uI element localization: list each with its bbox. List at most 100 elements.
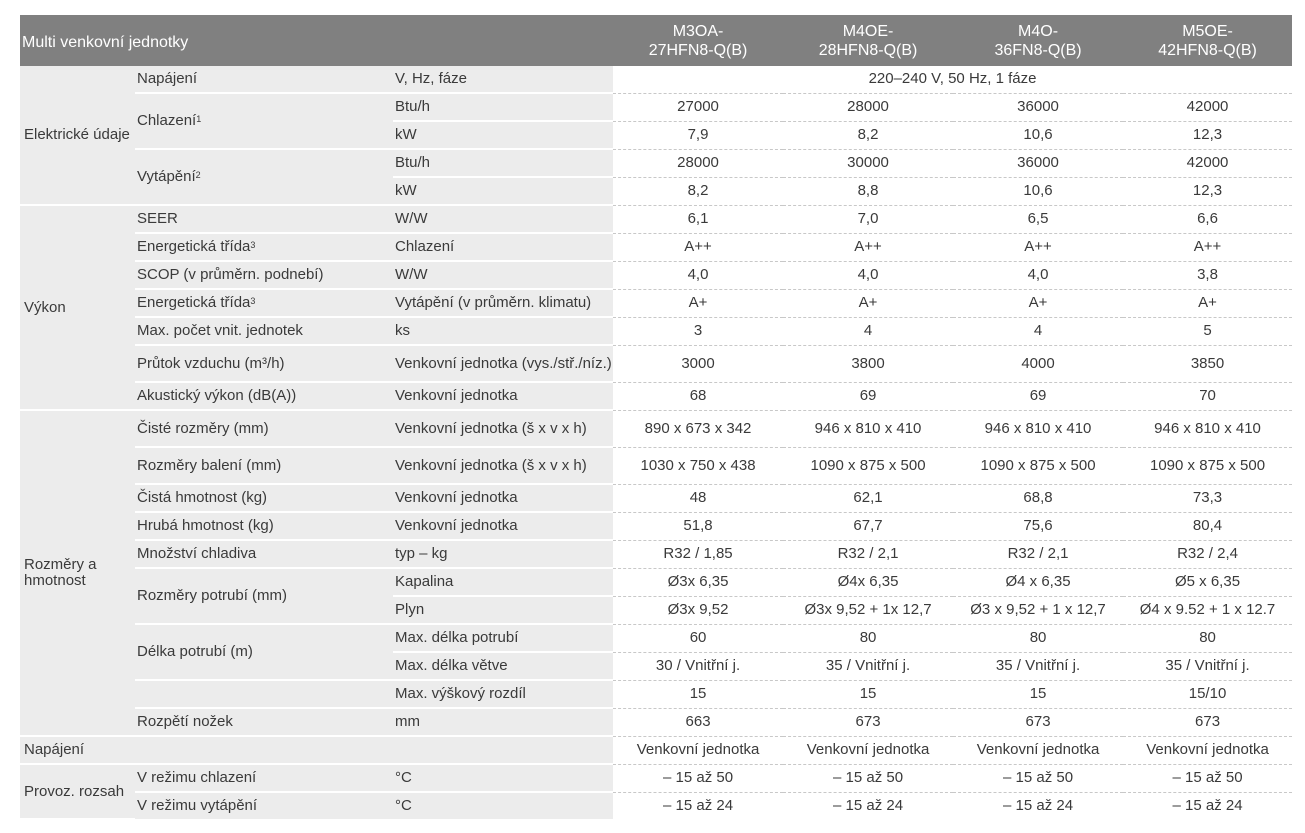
value-cell: 15 <box>953 680 1124 709</box>
value-cell: 27000 <box>613 93 784 122</box>
row-unit: Venkovní jednotka (š x v x h) <box>393 447 614 485</box>
value-cell: 68 <box>613 382 784 411</box>
row-label-text: Množství chladiva <box>137 545 257 562</box>
table-row: Akustický výkon (dB(A)) Venkovní jednotka… <box>20 382 1293 411</box>
value-cell: – 15 až 50 <box>783 764 954 793</box>
row-label: Vytápění2 <box>135 149 393 206</box>
value-cell: 8,2 <box>613 177 784 206</box>
value-cell: 28000 <box>613 149 784 178</box>
table-row: Elektrické údaje Napájení V, Hz, fáze 220–2… <box>20 66 1293 206</box>
row-unit: W/W <box>393 205 614 234</box>
model-line1: M5OE- <box>1182 22 1233 40</box>
header-row: Multi venkovní jednotky M3OA- 27HFN8-Q(B)… <box>20 15 1293 66</box>
table-row: kW 7,9 8,2 10,6 12,3 <box>20 121 1293 150</box>
row-label: Délka potrubí (m) <box>135 624 393 681</box>
model-line2: 28HFN8-Q(B) <box>818 41 918 59</box>
table-row: Rozměry potrubí (mm) Kapalina Ø3x 6,35 Ø4x … <box>20 568 1293 625</box>
value-cell: R32 / 2,1 <box>783 540 954 569</box>
table-row: Max. výškový rozdíl 15 15 15 15/10 <box>20 680 1293 709</box>
value-cell: 12,3 <box>1123 121 1293 150</box>
table-row: Max. délka větve 30 / Vnitřní j. 35 / Vnit… <box>20 652 1293 681</box>
row-label: Rozpětí nožek <box>135 708 393 737</box>
row-unit: V, Hz, fáze <box>393 66 614 94</box>
value-cell: 1090 x 875 x 500 <box>1123 447 1293 485</box>
row-unit: °C <box>393 764 614 793</box>
value-cell: 4000 <box>953 345 1124 383</box>
value-cell: 51,8 <box>613 512 784 541</box>
model-line2: 36FN8-Q(B) <box>994 41 1082 59</box>
value-cell: 75,6 <box>953 512 1124 541</box>
value-cell: A+ <box>783 289 954 318</box>
value-cell: 35 / Vnitřní j. <box>1123 652 1293 681</box>
row-label <box>135 680 393 709</box>
row-label: SEER <box>135 205 393 234</box>
table-row: V režimu vytápění °C – 15 až 24 – 15 až 24 –… <box>20 792 1292 819</box>
value-cell: 5 <box>1123 317 1293 346</box>
group-label: Elektrické údaje <box>20 66 135 206</box>
value-cell: – 15 až 50 <box>1123 764 1293 793</box>
table-row: Délka potrubí (m) Max. délka potrubí 60 80 8… <box>20 624 1293 681</box>
row-label: Energetická třída3 <box>135 233 393 262</box>
value-cell: 30 / Vnitřní j. <box>613 652 784 681</box>
table-row: Max. počet vnit. jednotek ks 3 4 4 5 <box>20 317 1293 346</box>
row-label: Množství chladiva <box>135 540 393 569</box>
value-cell: 4,0 <box>783 261 954 290</box>
value-cell: – 15 až 24 <box>1172 796 1243 814</box>
row-unit: Venkovní jednotka (š x v x h) <box>393 410 614 448</box>
value-cell: 69 <box>783 382 954 411</box>
value-cell: 3,8 <box>1123 261 1293 290</box>
value-cell: 1090 x 875 x 500 <box>953 447 1124 485</box>
row-unit: Venkovní jednotka <box>393 484 614 513</box>
row-label-text: Čistá hmotnost (kg) <box>137 489 268 506</box>
row-unit <box>393 736 614 765</box>
row-label-text: Rozměry balení (mm) <box>137 456 282 474</box>
row-label: V režimu chlazení <box>135 764 393 793</box>
value-cell: 6,5 <box>953 205 1124 234</box>
group-label: Výkon <box>20 205 135 411</box>
row-label: Průtok vzduchu (m³/h) <box>135 345 393 383</box>
row-label-text: Rozměry potrubí (mm) <box>137 587 288 604</box>
table-row: Rozměry a hmotnost Čisté rozměry (mm) Venk… <box>20 410 1293 737</box>
value-cell: 4,0 <box>613 261 784 290</box>
row-unit: mm <box>393 708 614 737</box>
value-cell: 10,6 <box>953 121 1124 150</box>
model-line1: M4OE- <box>842 22 894 40</box>
table-row: Energetická třída3 Chlazení A++ A++ A++ A++ <box>20 233 1293 262</box>
value-cell: 7,9 <box>613 121 784 150</box>
value-cell: Ø5 x 6,35 <box>1123 568 1293 597</box>
value-cell: 80,4 <box>1123 512 1293 541</box>
value-cell: 673 <box>783 708 954 737</box>
table-row: SCOP (v průměrn. podnebí) W/W 4,0 4,0 4,0 3,8 <box>20 261 1293 290</box>
row-unit: W/W <box>393 261 614 290</box>
table-row: Vytápění2 Btu/h 28000 30000 36000 42000 <box>20 149 1293 206</box>
value-cell: 35 / Vnitřní j. <box>783 652 954 681</box>
value-cell: 35 / Vnitřní j. <box>953 652 1124 681</box>
row-unit: Venkovní jednotka <box>393 382 614 411</box>
value-cell: 80 <box>1123 624 1293 653</box>
value-cell: A+ <box>1123 289 1293 318</box>
row-label: V režimu vytápění <box>135 792 393 819</box>
value-cell: A+ <box>613 289 784 318</box>
group-label: Provoz. rozsah <box>20 764 135 820</box>
row-label-text: Délka potrubí (m) <box>137 643 253 660</box>
row-unit: Max. výškový rozdíl <box>393 680 614 709</box>
table-row: Čistá hmotnost (kg) Venkovní jednotka 48 62… <box>20 484 1293 513</box>
value-cell: 15/10 <box>1123 680 1293 709</box>
value-cell: 28000 <box>783 93 954 122</box>
value-cell: 8,8 <box>783 177 954 206</box>
value-cell: 4 <box>953 317 1124 346</box>
value-cell: 946 x 810 x 410 <box>783 410 954 448</box>
value-cell: A++ <box>1123 233 1293 262</box>
value-cell: 673 <box>1123 708 1293 737</box>
value-cell: Ø4 x 9.52 + 1 x 12.7 <box>1123 596 1293 625</box>
value-cell: 12,3 <box>1123 177 1293 206</box>
value-cell: 15 <box>783 680 954 709</box>
value-cell: 42000 <box>1123 149 1293 178</box>
value-cell: 60 <box>613 624 784 653</box>
model-line1: M4O- <box>1018 22 1059 40</box>
row-unit: Venkovní jednotka (vys./stř./níz.) <box>393 345 614 383</box>
table-row: Chlazení1 Btu/h 27000 28000 36000 42000 <box>20 93 1293 150</box>
row-label-text: Vytápění <box>137 168 196 185</box>
row-label-text: Hrubá hmotnost (kg) <box>137 517 274 534</box>
value-cell: 6,6 <box>1123 205 1293 234</box>
